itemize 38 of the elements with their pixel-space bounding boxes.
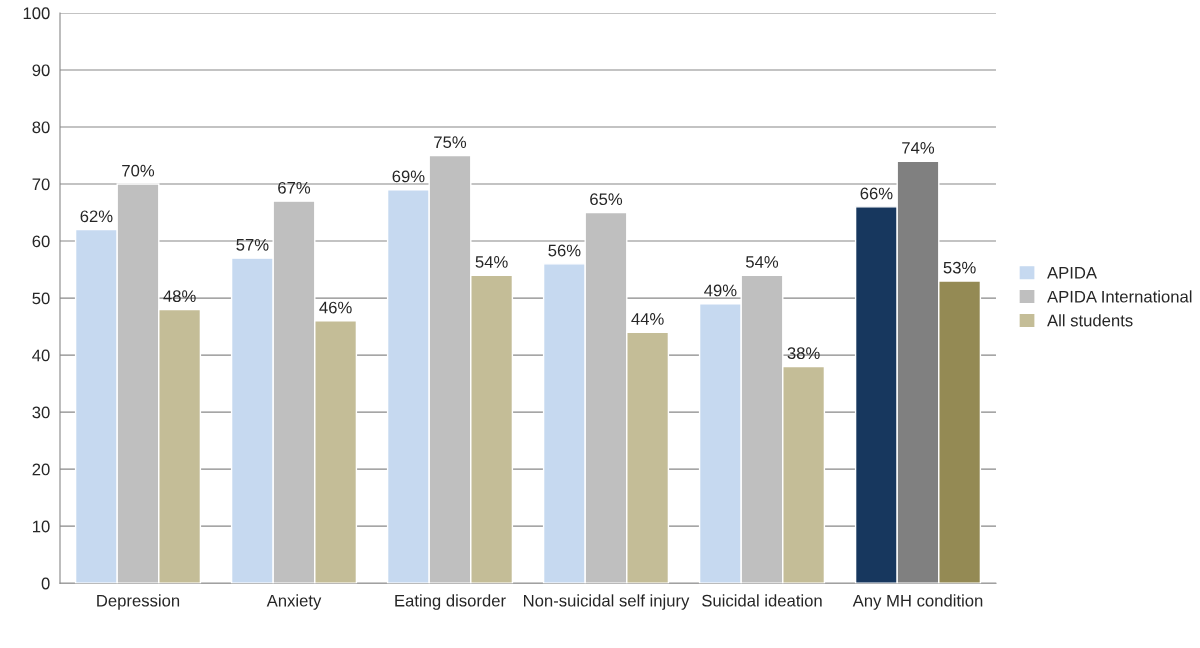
y-tick-label: 30	[32, 406, 50, 419]
data-label: 67%	[278, 181, 311, 194]
data-label: 66%	[860, 187, 893, 200]
y-tick-label: 40	[32, 349, 50, 362]
data-label: 74%	[902, 142, 935, 154]
x-tick-label: Any MH condition	[852, 594, 983, 610]
x-tick-label: Anxiety	[266, 594, 322, 610]
data-label: 69%	[392, 170, 425, 183]
legend-label: APIDA	[1047, 267, 1098, 279]
y-tick-label: 60	[32, 235, 50, 248]
y-tick-label: 90	[32, 64, 50, 77]
data-label: 54%	[475, 256, 508, 268]
data-label: 65%	[590, 193, 623, 206]
y-tick-label: 20	[32, 463, 50, 476]
y-tick-label: 50	[32, 292, 50, 305]
data-label: 75%	[434, 136, 467, 149]
y-tick-label: 10	[33, 520, 50, 533]
data-label: 44%	[631, 313, 664, 325]
x-tick-label: Non-suicidal self injury	[524, 594, 690, 610]
data-label: 38%	[787, 347, 820, 360]
legend-label: APIDA International	[1047, 290, 1192, 303]
data-label: 46%	[319, 301, 352, 314]
x-tick-label: Suicidal ideation	[702, 594, 822, 607]
data-label: 62%	[80, 210, 113, 223]
legend-label: All students	[1047, 314, 1133, 327]
x-tick-label: Eating disorder	[395, 594, 506, 610]
data-label: 53%	[943, 261, 976, 274]
y-tick-label: 0	[41, 577, 50, 590]
y-tick-label: 80	[32, 121, 50, 134]
y-tick-label: 70	[32, 178, 50, 191]
data-label: 48%	[163, 290, 196, 303]
data-label: 70%	[122, 164, 155, 177]
data-label: 57%	[236, 238, 269, 251]
y-tick-label: 100	[23, 7, 50, 20]
data-label: 54%	[745, 256, 779, 268]
data-label: 49%	[704, 284, 737, 297]
x-tick-label: Depression	[97, 594, 180, 610]
data-label: 56%	[548, 244, 581, 257]
